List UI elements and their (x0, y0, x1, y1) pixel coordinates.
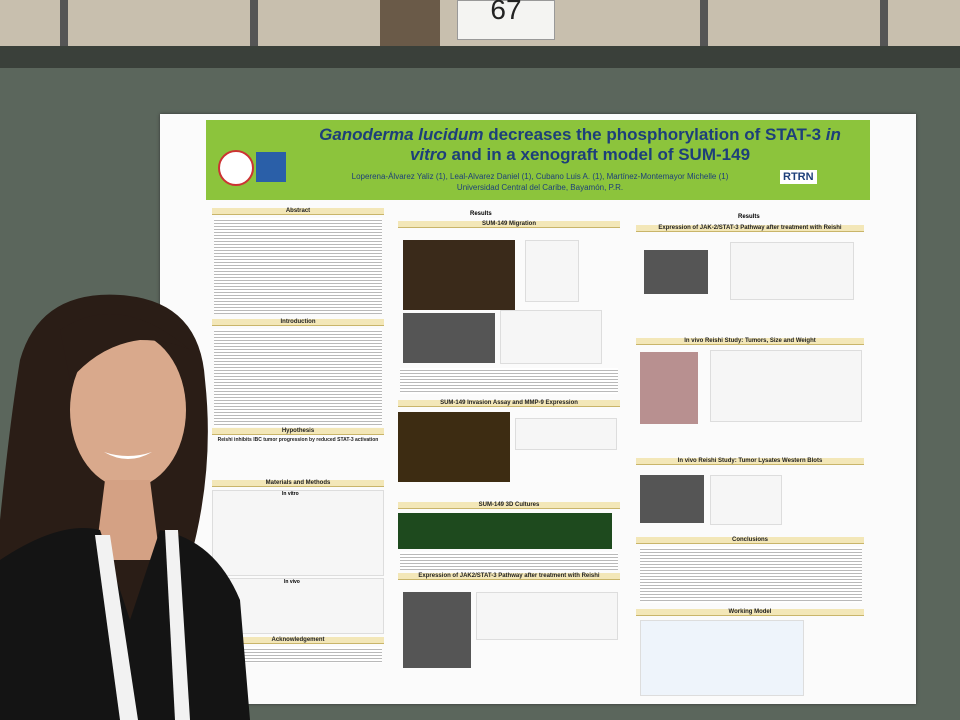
section-heading: Introduction (212, 319, 384, 326)
chart-image (500, 310, 602, 364)
section-heading: SUM-149 Invasion Assay and MMP-9 Express… (398, 400, 620, 407)
section-heading: In vivo Reishi Study: Tumor Lysates West… (636, 458, 864, 465)
lanyard (95, 535, 138, 720)
smile (104, 452, 152, 459)
section-heading: Acknowledgement (212, 637, 384, 644)
diagram (640, 620, 804, 696)
frame (250, 0, 258, 50)
section-heading: Expression of JAK2/STAT-3 Pathway after … (398, 573, 620, 580)
frame (380, 0, 440, 50)
logo (218, 150, 254, 186)
text-block (400, 552, 618, 570)
board-number: 67 (457, 0, 555, 40)
authors: Loperena-Álvarez Yaliz (1), Leal-Alvarez… (351, 172, 729, 181)
text-block (214, 647, 382, 663)
hypothesis-statement: Reishi inhibits IBC tumor progression by… (217, 437, 379, 443)
chart-image (710, 475, 782, 525)
title-part: in vitro (409, 125, 841, 164)
section-heading: Materials and Methods (212, 480, 384, 487)
figure (398, 513, 612, 549)
figure (640, 352, 698, 424)
frame (880, 0, 888, 50)
title-part: and in a xenograft model of SUM-149 (451, 145, 751, 164)
section-heading: Working Model (636, 609, 864, 616)
chart-image (515, 418, 617, 450)
section-heading: Results (738, 214, 760, 220)
chart-image (710, 350, 862, 422)
figure (403, 240, 515, 310)
neck (95, 480, 160, 560)
subheading: In vivo (284, 579, 300, 585)
poster-title: Ganoderma lucidum decreases the phosphor… (300, 125, 860, 165)
chart-image (476, 592, 618, 640)
bangs (60, 314, 190, 380)
text-block (400, 368, 618, 394)
western-blot (644, 250, 708, 294)
face (70, 332, 186, 488)
text-block (214, 329, 382, 427)
section-heading: In vivo Reishi Study: Tumors, Size and W… (636, 338, 864, 345)
board-top (0, 46, 960, 68)
title-part: decreases the phosphorylation of STAT-3 (488, 125, 822, 144)
frame (60, 0, 68, 50)
text-block (640, 547, 862, 603)
logo-text: RTRN (780, 170, 817, 184)
figure (398, 412, 510, 482)
section-heading: Conclusions (636, 537, 864, 544)
section-heading: Abstract (212, 208, 384, 215)
lanyard (165, 530, 190, 720)
diagram (212, 490, 384, 576)
section-heading: Expression of JAK-2/STAT-3 Pathway after… (636, 225, 864, 232)
jacket (0, 528, 250, 720)
chart-image (525, 240, 579, 302)
title-banner (206, 120, 870, 200)
text-block (214, 218, 382, 314)
affiliation: Universidad Central del Caribe, Bayamón,… (456, 183, 624, 192)
frame (700, 0, 708, 50)
section-heading: Results (470, 211, 492, 217)
subheading: In vitro (282, 491, 299, 497)
title-part: Ganoderma lucidum (319, 125, 484, 144)
section-heading: SUM-149 3D Cultures (398, 502, 620, 509)
western-blot (403, 592, 471, 668)
section-heading: Hypothesis (212, 428, 384, 435)
western-blot (640, 475, 704, 523)
chart-image (730, 242, 854, 300)
section-heading: SUM-149 Migration (398, 221, 620, 228)
logo (256, 152, 286, 182)
western-blot (403, 313, 495, 363)
